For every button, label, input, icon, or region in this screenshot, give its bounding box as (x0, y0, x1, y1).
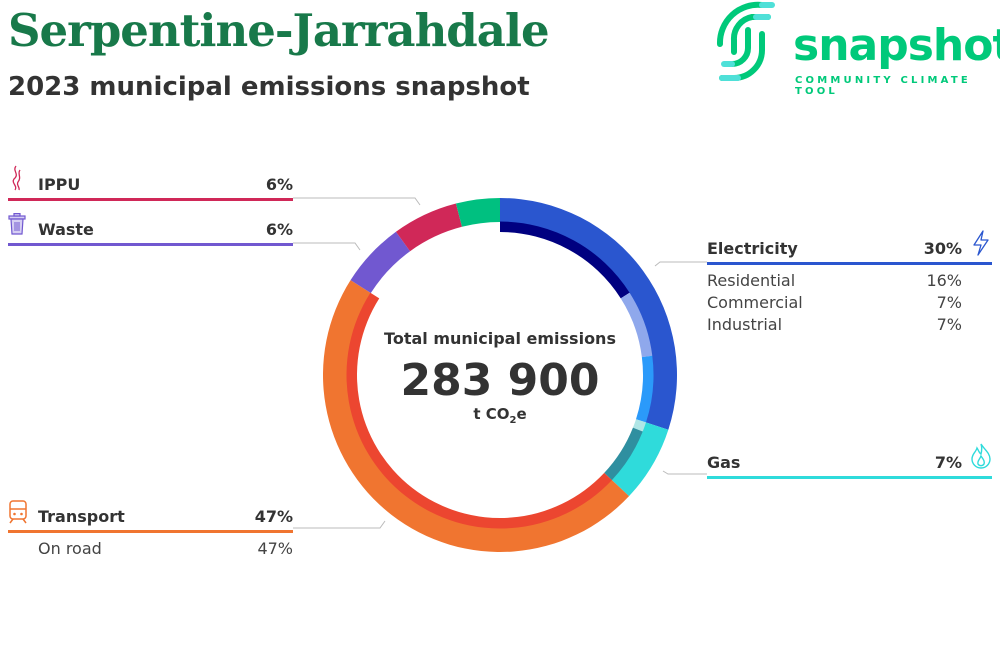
subsegment-gas-1 (604, 427, 643, 481)
subsegment-electricity-commercial (620, 292, 653, 358)
legend-transport-pct: 47% (254, 507, 293, 526)
leader-gas (662, 470, 707, 475)
logo-tagline: COMMUNITY CLIMATE TOOL (795, 75, 971, 97)
page-title: Serpentine-Jarrahdale (8, 4, 550, 57)
total-value: 283 900 (400, 355, 600, 406)
legend-ippu-pct: 6% (265, 175, 293, 194)
page-subtitle: 2023 municipal emissions snapshot (8, 72, 530, 102)
trash-icon (8, 213, 26, 235)
legend-residential: Residential 16% (707, 271, 962, 290)
legend-ippu: IPPU 6% (8, 175, 293, 201)
leader-lines (293, 197, 707, 529)
legend-electricity-pct: 30% (923, 239, 962, 258)
segment-ippu (395, 203, 462, 252)
leader-waste (293, 242, 361, 251)
unit-prefix: t CO (473, 405, 510, 423)
legend-waste-pct: 6% (265, 220, 293, 239)
subsegment-electricity-industrial (636, 355, 654, 423)
legend-on-road-label: On road (38, 539, 102, 558)
legend-commercial-pct: 7% (936, 293, 962, 312)
snapshot-logo-icon (716, 1, 775, 81)
legend-electricity-label: Electricity (707, 239, 798, 258)
flame-icon (971, 443, 991, 469)
legend-commercial-label: Commercial (707, 293, 803, 312)
legend-electricity: Electricity 30% (707, 239, 992, 265)
segment-electricity (500, 198, 677, 430)
legend-transport: Transport 47% (8, 507, 293, 533)
center-title: Total municipal emissions (384, 329, 616, 348)
train-icon (9, 500, 27, 524)
legend-industrial-pct: 7% (936, 315, 962, 334)
subsegment-electricity-residential (500, 221, 630, 299)
segment-other (455, 198, 500, 227)
segment-gas (611, 422, 669, 497)
legend-waste-label: Waste (38, 220, 94, 239)
leader-electricity (654, 261, 707, 267)
legend-on-road: On road 47% (8, 539, 293, 558)
leader-ippu (293, 197, 421, 206)
legend-residential-label: Residential (707, 271, 796, 290)
smoke-icon (12, 165, 21, 191)
segment-transport (323, 280, 630, 552)
legend-residential-pct: 16% (926, 271, 962, 290)
segment-waste (350, 231, 411, 294)
unit-suffix: e (516, 405, 527, 423)
legend-commercial: Commercial 7% (707, 293, 962, 312)
legend-gas: Gas 7% (707, 453, 992, 479)
legend-industrial: Industrial 7% (707, 315, 962, 334)
leader-transport (293, 520, 386, 529)
unit-sub: 2 (509, 415, 517, 426)
legend-gas-label: Gas (707, 453, 741, 472)
legend-waste: Waste 6% (8, 220, 293, 246)
legend-transport-label: Transport (38, 507, 125, 526)
subsegment-gas-0 (632, 419, 646, 432)
logo-wordmark: snapshot (793, 20, 1000, 71)
legend-ippu-label: IPPU (38, 175, 81, 194)
legend-on-road-pct: 47% (257, 539, 293, 558)
lightning-icon (973, 230, 989, 256)
legend-industrial-label: Industrial (707, 315, 783, 334)
legend-gas-pct: 7% (934, 453, 962, 472)
total-unit: t CO2e (380, 405, 620, 426)
